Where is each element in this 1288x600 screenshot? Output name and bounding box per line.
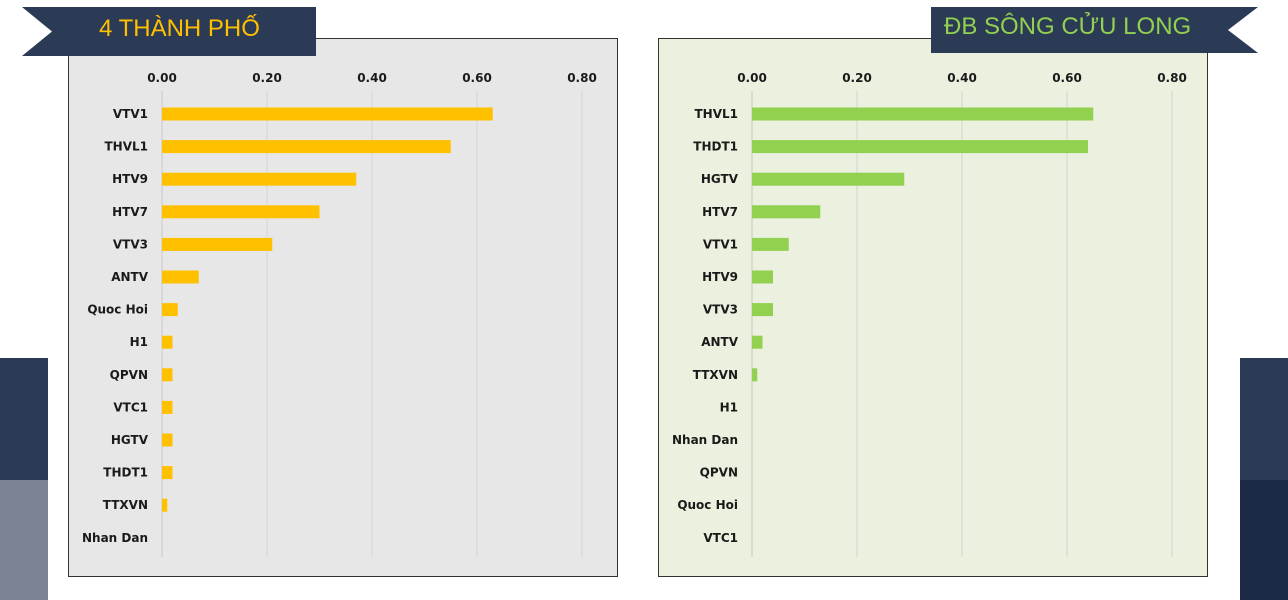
category-label-vtc1: VTC1 <box>113 400 148 414</box>
bar-antv <box>752 335 763 349</box>
x-tick-label: 0.80 <box>567 71 597 85</box>
category-label-quoc-hoi: Quoc Hoi <box>677 498 738 512</box>
x-tick-label: 0.60 <box>462 71 492 85</box>
bar-thdt1 <box>752 140 1088 154</box>
x-tick-label: 0.20 <box>842 71 872 85</box>
category-label-quoc-hoi: Quoc Hoi <box>87 303 148 317</box>
x-tick-label: 0.40 <box>947 71 977 85</box>
banner-4-cities-title: 4 THÀNH PHỐ <box>99 15 260 42</box>
category-label-ttxvn: TTXVN <box>103 498 148 512</box>
category-label-htv9: HTV9 <box>112 172 148 186</box>
bar-ttxvn <box>162 498 168 512</box>
x-tick-label: 0.60 <box>1052 71 1082 85</box>
category-label-hgtv: HGTV <box>701 172 739 186</box>
bar-hgtv <box>752 172 905 186</box>
bar-h1 <box>162 335 173 349</box>
chart-panel-4-cities: 0.00 0.20 0.40 0.60 0.80 VTV1 THVL1 HTV9 HTV7 VTV… <box>68 38 618 577</box>
category-label-htv7: HTV7 <box>112 205 148 219</box>
bar-vtv1 <box>752 237 789 251</box>
category-label-thvl1: THVL1 <box>694 107 738 121</box>
x-tick-label: 0.00 <box>147 71 177 85</box>
chart-panel-mekong-delta: 0.00 0.20 0.40 0.60 0.80 THVL1 THDT1 HGTV HTV7 VT… <box>658 38 1208 577</box>
bar-quoc-hoi <box>162 303 178 317</box>
bar-thdt1 <box>162 466 173 480</box>
bar-htv9 <box>752 270 773 284</box>
bar-htv7 <box>162 205 320 219</box>
category-label-thdt1: THDT1 <box>103 466 148 480</box>
category-label-nhan-dan: Nhan Dan <box>672 433 738 447</box>
banner-mekong-delta-title: ĐB SÔNG CỬU LONG <box>944 13 1192 40</box>
category-label-thdt1: THDT1 <box>693 140 738 154</box>
bar-vtv3 <box>752 303 773 317</box>
side-block-left-top <box>0 358 48 480</box>
chart-mekong-delta: 0.00 0.20 0.40 0.60 0.80 THVL1 THDT1 HGTV HTV7 VT… <box>672 71 1187 557</box>
x-tick-label: 0.80 <box>1157 71 1187 85</box>
category-label-vtv1: VTV1 <box>703 237 738 251</box>
category-label-htv7: HTV7 <box>702 205 738 219</box>
category-label-qpvn: QPVN <box>110 368 148 382</box>
x-tick-label: 0.20 <box>252 71 282 85</box>
bar-vtc1 <box>162 400 173 414</box>
bar-hgtv <box>162 433 173 447</box>
category-label-ttxvn: TTXVN <box>693 368 738 382</box>
category-label-htv9: HTV9 <box>702 270 738 284</box>
category-label-hgtv: HGTV <box>111 433 149 447</box>
x-tick-label: 0.40 <box>357 71 387 85</box>
bar-thvl1 <box>752 107 1094 121</box>
category-label-h1: H1 <box>130 335 148 349</box>
category-label-vtc1: VTC1 <box>703 531 738 545</box>
category-label-vtv3: VTV3 <box>113 237 148 251</box>
category-label-thvl1: THVL1 <box>104 140 148 154</box>
bar-antv <box>162 270 199 284</box>
banner-4-cities <box>22 7 316 56</box>
bar-htv7 <box>752 205 821 219</box>
side-block-right-top <box>1240 358 1288 480</box>
x-tick-label: 0.00 <box>737 71 767 85</box>
bar-thvl1 <box>162 140 451 154</box>
category-label-qpvn: QPVN <box>700 466 738 480</box>
category-label-h1: H1 <box>720 400 738 414</box>
bar-vtv3 <box>162 237 273 251</box>
category-label-antv: ANTV <box>111 270 149 284</box>
bar-htv9 <box>162 172 357 186</box>
category-label-vtv1: VTV1 <box>113 107 148 121</box>
bar-vtv1 <box>162 107 493 121</box>
side-block-left-bottom <box>0 480 48 600</box>
category-label-vtv3: VTV3 <box>703 303 738 317</box>
category-label-antv: ANTV <box>701 335 739 349</box>
banner-mekong-delta <box>931 7 1258 53</box>
bar-ttxvn <box>752 368 758 382</box>
bar-qpvn <box>162 368 173 382</box>
category-label-nhan-dan: Nhan Dan <box>82 531 148 545</box>
side-block-right-bottom <box>1240 480 1288 600</box>
chart-4-cities: 0.00 0.20 0.40 0.60 0.80 VTV1 THVL1 HTV9 HTV7 VTV… <box>82 71 597 557</box>
